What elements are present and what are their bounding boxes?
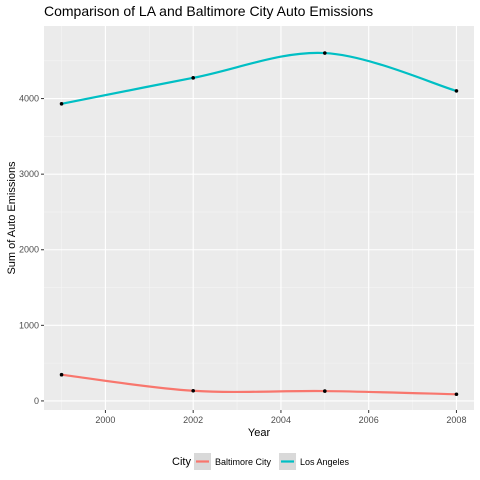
data-point	[454, 89, 459, 93]
legend: City Baltimore City Los Angeles	[172, 453, 350, 470]
y-tick-label: 1000	[19, 320, 39, 330]
chart-title: Comparison of LA and Baltimore City Auto…	[44, 3, 373, 19]
grid-minor	[44, 26, 474, 410]
data-point	[191, 388, 195, 393]
x-axis-title: Year	[248, 427, 271, 439]
x-tick-label: 2006	[359, 415, 379, 425]
series-layer	[61, 51, 457, 396]
point-layer	[59, 51, 459, 397]
y-axis-title: Sum of Auto Emissions	[6, 161, 18, 275]
data-point	[323, 51, 327, 55]
data-point	[59, 372, 64, 377]
plot-panel	[44, 26, 474, 410]
legend-label: Baltimore City	[215, 457, 272, 467]
legend-label: Los Angeles	[300, 457, 350, 467]
series-line-1	[61, 51, 457, 105]
y-axis: 0 1000 2000 3000 4000	[19, 94, 44, 406]
x-tick-label: 2000	[95, 415, 115, 425]
y-tick-label: 0	[34, 396, 39, 406]
data-point	[454, 392, 459, 397]
x-tick-label: 2008	[446, 415, 466, 425]
series-line-0	[61, 373, 457, 396]
y-tick-label: 3000	[19, 169, 39, 179]
data-point	[59, 101, 64, 106]
x-tick-label: 2004	[271, 415, 291, 425]
data-point	[191, 76, 195, 80]
grid-major	[44, 26, 474, 410]
x-tick-label: 2002	[183, 415, 203, 425]
y-tick-label: 2000	[19, 245, 39, 255]
legend-title: City	[172, 456, 191, 468]
y-tick-label: 4000	[19, 94, 39, 104]
data-point	[323, 389, 327, 393]
x-axis: 2000 2002 2004 2006 2008	[95, 410, 466, 425]
